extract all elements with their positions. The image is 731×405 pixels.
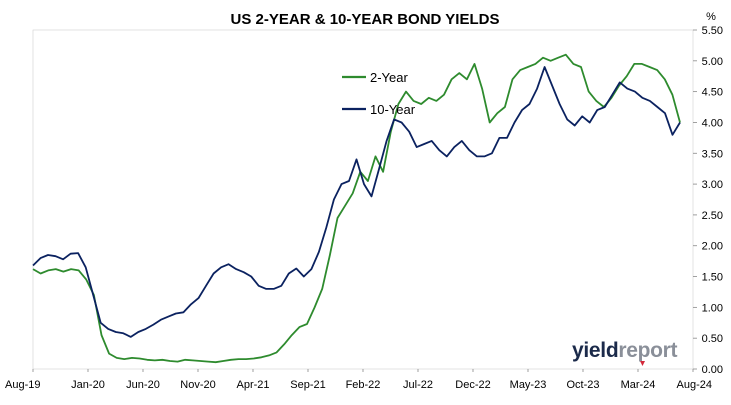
y-tick-label: 0.00 xyxy=(702,364,723,376)
logo-accent-mark-icon xyxy=(640,361,645,366)
y-axis-unit-label: % xyxy=(706,11,716,23)
y-tick-label: 0.50 xyxy=(702,333,723,345)
y-axis: 0.00 0.50 1.00 1.50 2.00 2.50 3.00 3.50 4.00 4.50… xyxy=(693,25,723,376)
logo-text-report: report xyxy=(618,339,677,362)
y-tick-label: 5.00 xyxy=(702,56,723,68)
legend-label-2-year: 2-Year xyxy=(370,70,408,85)
legend-label-10-year: 10-Year xyxy=(370,102,416,117)
chart-title: US 2-YEAR & 10-YEAR BOND YIELDS xyxy=(231,11,500,28)
plot-area-frame xyxy=(32,29,694,370)
x-tick-label: Apr-21 xyxy=(236,379,269,391)
y-tick-label: 1.00 xyxy=(702,302,723,314)
series-line-10-year xyxy=(32,66,681,338)
legend: 2-Year 10-Year xyxy=(342,70,416,117)
series-line-2-year xyxy=(32,53,681,364)
y-tick-label: 4.50 xyxy=(702,87,723,99)
y-tick-label: 2.50 xyxy=(702,210,723,222)
x-tick-label: Jun-20 xyxy=(126,379,160,391)
x-tick-label: Aug-24 xyxy=(677,379,712,391)
x-tick-label: Jul-22 xyxy=(403,379,433,391)
y-tick-label: 4.00 xyxy=(702,117,723,129)
logo-text-yield: yield xyxy=(572,339,618,362)
x-tick-label: Nov-20 xyxy=(180,379,215,391)
x-tick-label: Aug-19 xyxy=(5,379,40,391)
y-tick-label: 3.00 xyxy=(702,179,723,191)
x-tick-label: Dec-22 xyxy=(455,379,490,391)
x-tick-label: Oct-23 xyxy=(566,379,599,391)
x-tick-label: Feb-22 xyxy=(346,379,381,391)
svg-text:yieldreport: yieldreport xyxy=(572,339,678,362)
y-tick-label: 5.50 xyxy=(702,25,723,37)
x-tick-label: Jan-20 xyxy=(71,379,105,391)
y-tick-label: 1.50 xyxy=(702,272,723,284)
x-tick-label: May-23 xyxy=(510,379,547,391)
yieldreport-logo: yieldreport xyxy=(572,339,678,366)
y-tick-label: 3.50 xyxy=(702,148,723,160)
legend-item-10-year: 10-Year xyxy=(342,102,416,117)
legend-item-2-year: 2-Year xyxy=(342,70,408,85)
x-axis: Aug-19 Jan-20 Jun-20 Nov-20 Apr-21 Sep-21 Feb-… xyxy=(5,369,712,391)
x-tick-label: Mar-24 xyxy=(621,379,656,391)
series-layer xyxy=(32,53,681,364)
x-tick-label: Sep-21 xyxy=(290,379,325,391)
y-tick-label: 2.00 xyxy=(702,241,723,253)
